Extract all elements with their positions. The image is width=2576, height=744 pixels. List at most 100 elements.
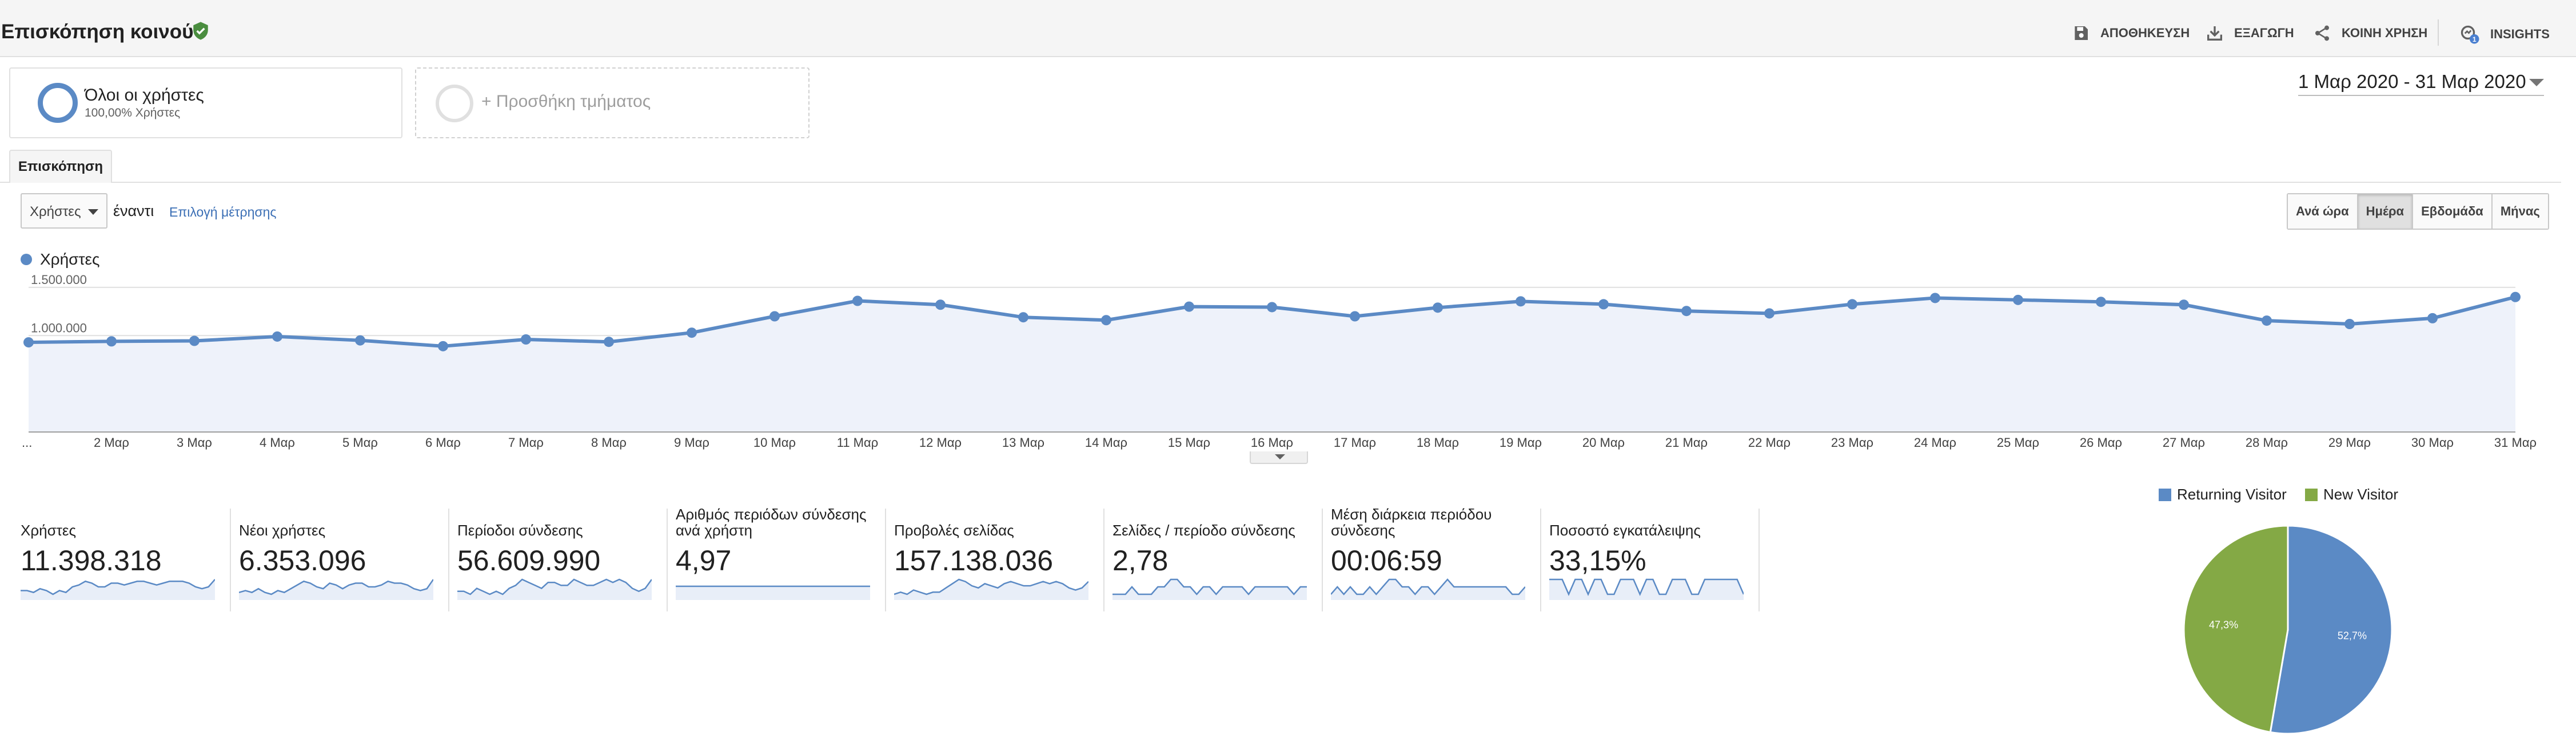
data-point[interactable] [2262,315,2272,326]
insights-icon: 1 [2461,25,2479,44]
data-point[interactable] [2179,299,2189,310]
pie-legend-new[interactable]: New Visitor [2305,486,2398,503]
x-tick-label: 23 Μαρ [1831,435,1873,450]
metric-value: 2,78 [1112,545,1169,577]
save-button[interactable]: ΑΠΟΘΗΚΕΥΣΗ [2072,24,2190,42]
x-tick-label: 27 Μαρ [2163,435,2205,450]
data-point[interactable] [2013,294,2023,305]
data-point[interactable] [1930,293,1940,303]
metric-card[interactable]: Μέση διάρκεια περιόδου σύνδεσης 00:06:59 [1323,506,1541,611]
metric-value: 4,97 [676,545,732,577]
data-point[interactable] [2096,297,2106,307]
data-point[interactable] [1681,306,1692,317]
granularity-day-button[interactable]: Ημέρα [2358,194,2414,229]
data-point[interactable] [1184,301,1194,312]
x-tick-label: 15 Μαρ [1168,435,1210,450]
metric-card[interactable]: Ποσοστό εγκατάλειψης 33,15% [1541,509,1760,611]
sparkline-line [21,579,215,595]
metric-value: 157.138.036 [894,545,1054,577]
sparkline-area [457,579,652,600]
data-point[interactable] [769,311,780,322]
x-tick-label: 28 Μαρ [2246,435,2288,450]
data-point[interactable] [272,331,282,342]
pie-slice[interactable] [2269,525,2393,735]
export-button[interactable]: ΕΞΑΓΩΓΗ [2206,24,2294,42]
x-tick-label: 5 Μαρ [342,435,378,450]
granularity-hourly-button[interactable]: Ανά ώρα [2288,194,2358,229]
sparkline-area [894,579,1088,600]
x-tick-label: 9 Μαρ [674,435,709,450]
data-point[interactable] [1847,299,1857,310]
metric-select[interactable]: Χρήστες [21,193,107,229]
share-button[interactable]: ΚΟΙΝΗ ΧΡΗΣΗ [2313,24,2427,42]
x-tick-label: 31 Μαρ [2494,435,2537,450]
x-tick-label: 20 Μαρ [1582,435,1625,450]
data-point[interactable] [604,337,614,347]
insights-button[interactable]: 1 INSIGHTS [2459,24,2550,45]
date-range-picker[interactable]: 1 Μαρ 2020 - 31 Μαρ 2020 [2298,71,2544,96]
data-point[interactable] [2427,313,2438,323]
data-point[interactable] [106,336,117,347]
pie-slice[interactable] [2183,525,2289,734]
tab-overview[interactable]: Επισκόπηση [9,150,112,183]
metric-value: 00:06:59 [1331,545,1442,577]
data-point[interactable] [23,337,34,348]
x-tick-label: 8 Μαρ [591,435,627,450]
metric-label: Σελίδες / περίοδο σύνδεσης [1112,522,1295,539]
x-tick-label: 26 Μαρ [2080,435,2122,450]
chart-resize-handle[interactable] [1250,451,1308,464]
data-point[interactable] [1101,315,1111,326]
sparkline [239,579,433,600]
data-point[interactable] [189,335,200,346]
data-point[interactable] [1018,312,1028,323]
empty-segment-ring-icon [436,85,473,122]
metrics-row: Χρήστες 11.398.318 Νέοι χρήστες 6.353.096 Πε… [13,506,1760,611]
data-point[interactable] [1267,302,1277,313]
segment-all-users[interactable]: Όλοι οι χρήστες 100,00% Χρήστες [9,67,402,138]
sparkline-line [239,579,433,595]
x-tick-label: 13 Μαρ [1002,435,1044,450]
pie-legend-returning[interactable]: Returning Visitor [2159,486,2287,503]
data-point[interactable] [1350,311,1360,322]
metric-card[interactable]: Περίοδοι σύνδεσης 56.609.990 [449,509,668,611]
data-point[interactable] [2344,319,2355,329]
metric-card[interactable]: Προβολές σελίδας 157.138.036 [886,509,1104,611]
segment-ring-icon [38,83,78,123]
data-point[interactable] [2510,291,2521,302]
granularity-month-button[interactable]: Μήνας [2492,194,2548,229]
metric-card[interactable]: Χρήστες 11.398.318 [13,509,231,611]
sparkline [1112,578,1307,600]
sparkline [21,579,215,600]
x-tick-label: 16 Μαρ [1251,435,1293,450]
data-point[interactable] [1764,308,1775,319]
sparkline-area [1331,579,1525,600]
data-point[interactable] [852,295,863,306]
data-point[interactable] [1433,302,1443,313]
data-point[interactable] [355,335,365,346]
data-point[interactable] [1516,296,1526,307]
data-point[interactable] [521,334,531,345]
x-tick-label: 14 Μαρ [1085,435,1127,450]
sparkline [1331,578,1525,600]
data-point[interactable] [935,299,946,310]
metric-card[interactable]: Σελίδες / περίοδο σύνδεσης 2,78 [1104,509,1323,611]
data-point[interactable] [1598,299,1609,310]
x-tick-label: 11 Μαρ [837,435,879,450]
x-tick-label: 29 Μαρ [2328,435,2371,450]
granularity-week-button[interactable]: Εβδομάδα [2413,194,2493,229]
pie-slice-label: 47,3% [2209,619,2238,630]
data-point[interactable] [687,327,697,338]
choose-metric-link[interactable]: Επιλογή μέτρησης [169,205,277,219]
data-point[interactable] [438,341,448,351]
add-segment-button[interactable]: + Προσθήκη τμήματος [415,67,810,138]
metric-label: Νέοι χρήστες [239,522,326,539]
x-tick-label: 18 Μαρ [1417,435,1459,450]
chevron-down-icon [2529,79,2544,86]
metric-card[interactable]: Αριθμός περιόδων σύνδεσης ανά χρήστη 4,97 [668,506,886,611]
y-tick-label: 1.500.000 [31,273,87,287]
report-header: Επισκόπηση κοινού ΑΠΟΘΗΚΕΥΣΗ ΕΞΑΓΩΓΗ ΚΟΙ… [0,0,2576,57]
metric-card[interactable]: Νέοι χρήστες 6.353.096 [231,509,449,611]
x-tick-label: 22 Μαρ [1748,435,1791,450]
sparkline-area [1112,579,1307,600]
x-tick-label: ... [22,435,32,450]
